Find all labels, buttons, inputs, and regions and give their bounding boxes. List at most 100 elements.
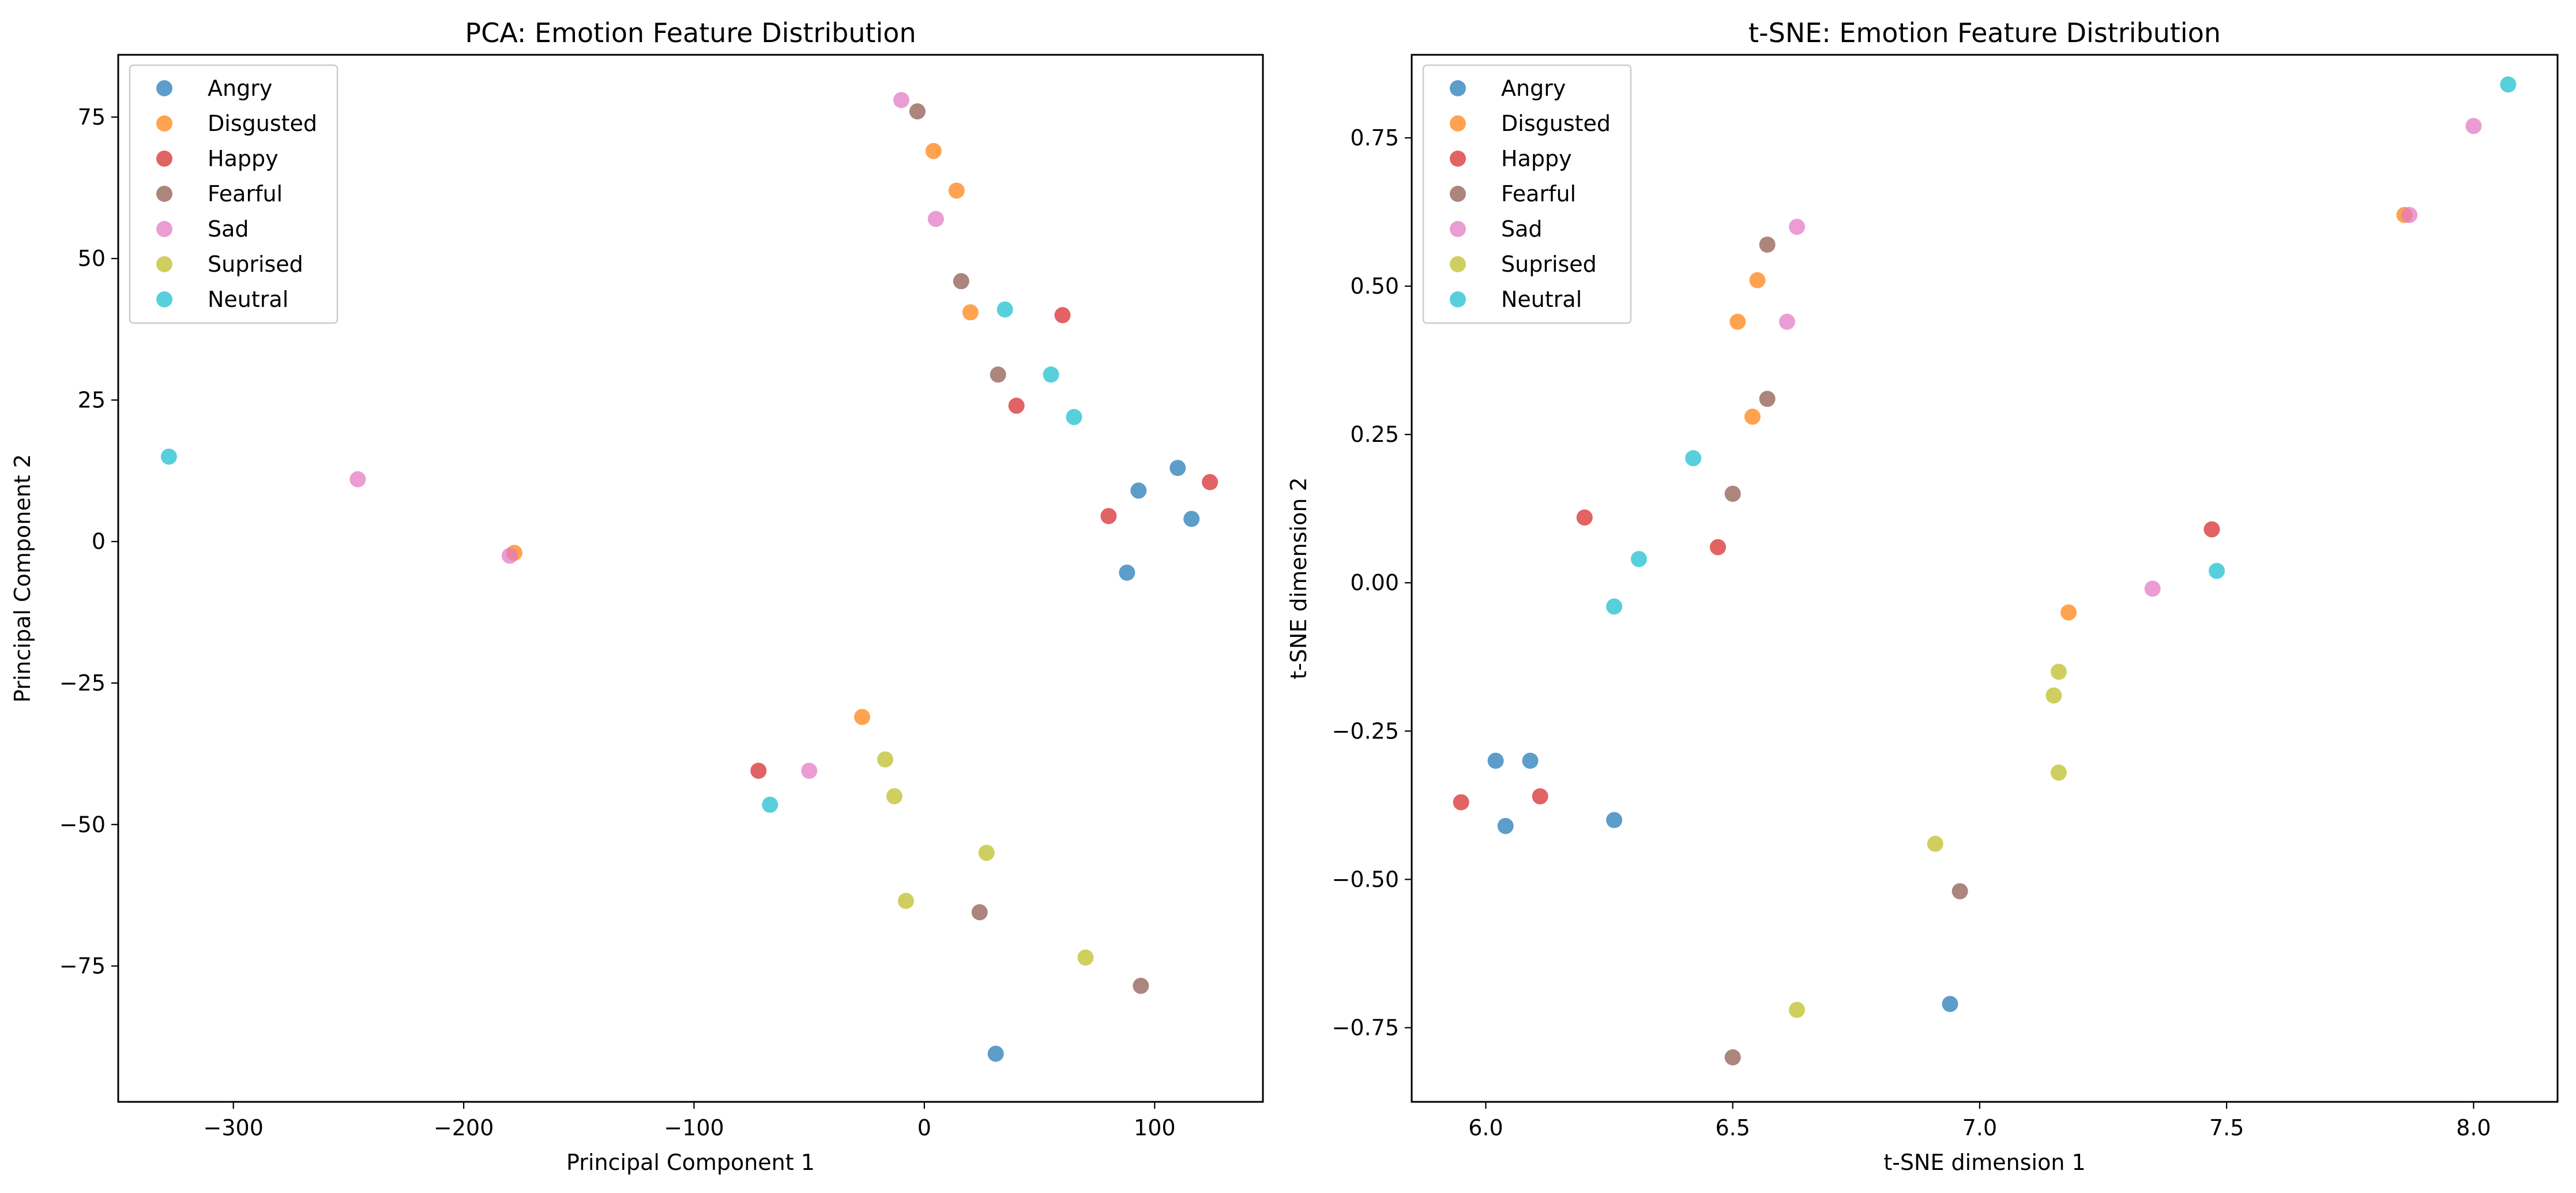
point-happy [1054, 307, 1071, 324]
legend-marker-neutral [1450, 291, 1466, 307]
point-happy [1453, 794, 1469, 811]
point-fearful [990, 366, 1006, 383]
data-points [1453, 76, 2517, 1066]
point-sad [927, 211, 944, 227]
x-tick-label: −300 [204, 1115, 264, 1141]
point-fearful [909, 103, 926, 120]
y-tick-label: 25 [78, 387, 106, 412]
legend-marker-angry [156, 80, 172, 96]
legend-box [129, 64, 339, 324]
legend: Angry Disgusted Happy Fearful Sad Suprised Neu… [129, 64, 339, 324]
point-suprised [877, 751, 893, 768]
y-tick-label: 0.25 [1350, 422, 1399, 447]
legend-marker-happy [1450, 151, 1466, 167]
point-disgusted [2060, 604, 2077, 621]
legend-label-angry: Angry [1501, 76, 1566, 101]
point-angry [1497, 817, 1514, 834]
legend-marker-neutral [156, 291, 172, 307]
pca-panel: PCA: Emotion Feature Distribution −300 −20… [10, 17, 1264, 1175]
legend-label-sad: Sad [1501, 216, 1543, 242]
point-disgusted [925, 142, 942, 159]
legend-label-fearful: Fearful [1501, 181, 1576, 207]
point-neutral [160, 448, 177, 465]
point-disgusted [854, 708, 871, 725]
point-fearful [1133, 977, 1149, 994]
legend-box [1422, 64, 1632, 324]
y-tick-label: 0 [92, 529, 106, 554]
y-tick-label: −75 [59, 954, 106, 979]
legend-marker-fearful [1450, 186, 1466, 202]
legend-label-angry: Angry [208, 76, 272, 101]
point-disgusted [948, 182, 965, 199]
point-happy [750, 763, 767, 779]
point-neutral [1043, 366, 1059, 383]
point-fearful [1724, 1049, 1741, 1066]
y-tick-label: 0.75 [1350, 125, 1399, 151]
x-tick-label: 7.0 [1962, 1115, 1997, 1141]
legend-marker-disgusted [1450, 115, 1466, 132]
legend-marker-suprised [1450, 256, 1466, 272]
legend-marker-angry [1450, 80, 1466, 96]
legend-label-suprised: Suprised [208, 252, 303, 277]
point-happy [1710, 539, 1727, 556]
point-disgusted [1744, 408, 1761, 425]
point-angry [1942, 996, 1958, 1012]
point-angry [1169, 460, 1186, 477]
point-neutral [2209, 562, 2225, 579]
y-tick-label: 0.00 [1350, 570, 1399, 595]
point-neutral [1630, 551, 1647, 568]
legend-label-disgusted: Disgusted [1501, 111, 1611, 136]
x-tick-label: 6.0 [1468, 1115, 1503, 1141]
chart-title: PCA: Emotion Feature Distribution [465, 17, 916, 48]
point-fearful [953, 273, 969, 290]
x-tick-label: 7.5 [2209, 1115, 2244, 1141]
point-angry [1183, 511, 1200, 527]
point-fearful [971, 904, 988, 921]
point-suprised [1927, 835, 1943, 852]
plot-frame [1411, 54, 2559, 1103]
x-tick-label: 100 [1134, 1115, 1176, 1141]
y-tick-label: 0.50 [1350, 273, 1399, 299]
legend: Angry Disgusted Happy Fearful Sad Suprised Neu… [1422, 64, 1632, 324]
data-points [160, 92, 1219, 1062]
x-tick-label: 0 [917, 1115, 931, 1141]
point-sad [501, 547, 518, 564]
y-tick-label: 50 [78, 246, 106, 271]
point-sad [801, 763, 818, 779]
point-angry [1522, 752, 1539, 769]
point-suprised [2050, 764, 2067, 781]
point-angry [1130, 482, 1147, 499]
legend-marker-fearful [156, 186, 172, 202]
point-fearful [1951, 883, 1968, 899]
legend-label-fearful: Fearful [208, 181, 283, 207]
x-tick-label: 6.5 [1715, 1115, 1750, 1141]
point-happy [1576, 509, 1593, 526]
legend-label-neutral: Neutral [1501, 287, 1582, 312]
point-fearful [1724, 485, 1741, 502]
y-tick-label: 75 [78, 104, 106, 130]
y-tick-label: −0.25 [1332, 718, 1399, 744]
point-sad [2465, 118, 2482, 134]
legend-marker-disgusted [156, 115, 172, 132]
point-neutral [762, 796, 779, 813]
point-disgusted [1729, 313, 1746, 330]
legend-label-suprised: Suprised [1501, 252, 1597, 277]
point-suprised [886, 788, 902, 805]
x-axis-label: Principal Component 1 [566, 1150, 815, 1175]
y-tick-label: −0.50 [1332, 866, 1399, 892]
point-happy [1008, 397, 1025, 414]
legend-marker-sad [1450, 221, 1466, 237]
point-suprised [2045, 687, 2062, 704]
x-tick-label: −100 [664, 1115, 724, 1141]
y-axis-label: Principal Component 2 [10, 454, 35, 703]
point-sad [2401, 207, 2418, 223]
legend-label-happy: Happy [1501, 146, 1572, 171]
axis-ticks: −300 −200 −100 0 100 −75 −50 −25 0 25 50 75 [59, 104, 1176, 1141]
point-sad [1789, 219, 1806, 235]
point-sad [893, 92, 909, 108]
y-tick-label: −0.75 [1332, 1015, 1399, 1040]
point-suprised [978, 845, 995, 861]
y-axis-label: t-SNE dimension 2 [1286, 477, 1311, 679]
legend-label-disgusted: Disgusted [208, 111, 317, 136]
